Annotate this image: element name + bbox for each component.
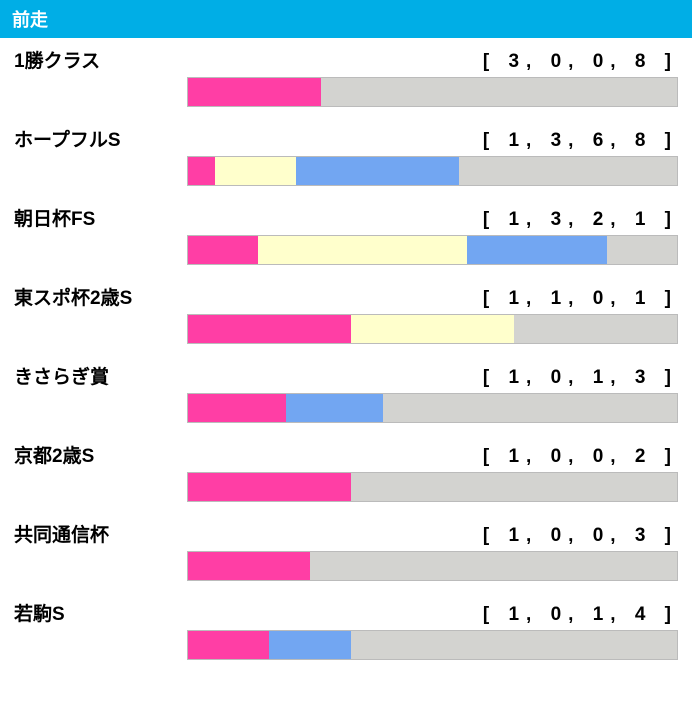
bar-segment bbox=[459, 157, 676, 185]
bar-wrap bbox=[0, 77, 692, 113]
row-header: 1勝クラス [ 3, 0, 0, 8 ] bbox=[0, 38, 692, 77]
section-header: 前走 bbox=[0, 0, 692, 38]
bar-segment bbox=[514, 315, 677, 343]
row-values: [ 1, 0, 0, 2 ] bbox=[483, 446, 678, 468]
data-row: 1勝クラス [ 3, 0, 0, 8 ] bbox=[0, 38, 692, 113]
bar-wrap bbox=[0, 551, 692, 587]
bar-segment bbox=[258, 236, 468, 264]
bar-segment bbox=[269, 631, 351, 659]
row-values: [ 1, 0, 1, 4 ] bbox=[483, 604, 678, 626]
stacked-bar bbox=[187, 156, 678, 186]
section-title: 前走 bbox=[12, 10, 48, 30]
bar-segment bbox=[286, 394, 384, 422]
bar-segment bbox=[188, 157, 215, 185]
bar-segment bbox=[188, 631, 270, 659]
bar-segment bbox=[351, 631, 677, 659]
row-label: 1勝クラス bbox=[14, 46, 100, 73]
data-row: 朝日杯FS [ 1, 3, 2, 1 ] bbox=[0, 196, 692, 271]
bar-segment bbox=[188, 315, 351, 343]
data-row: 東スポ杯2歳S [ 1, 1, 0, 1 ] bbox=[0, 275, 692, 350]
bar-segment bbox=[467, 236, 607, 264]
row-header: きさらぎ賞 [ 1, 0, 1, 3 ] bbox=[0, 354, 692, 393]
bar-wrap bbox=[0, 235, 692, 271]
row-header: 京都2歳S [ 1, 0, 0, 2 ] bbox=[0, 433, 692, 472]
row-header: 東スポ杯2歳S [ 1, 1, 0, 1 ] bbox=[0, 275, 692, 314]
stacked-bar bbox=[187, 314, 678, 344]
row-label: 朝日杯FS bbox=[14, 204, 95, 231]
row-label: 若駒S bbox=[14, 599, 65, 626]
row-header: 共同通信杯 [ 1, 0, 0, 3 ] bbox=[0, 512, 692, 551]
rows-container: 1勝クラス [ 3, 0, 0, 8 ] ホープフルS [ 1, 3, 6, 8 ] 朝… bbox=[0, 38, 692, 666]
stacked-bar bbox=[187, 235, 678, 265]
row-label: 共同通信杯 bbox=[14, 520, 109, 547]
bar-segment bbox=[321, 78, 677, 106]
stacked-bar bbox=[187, 77, 678, 107]
row-label: ホープフルS bbox=[14, 125, 121, 152]
bar-wrap bbox=[0, 472, 692, 508]
row-header: 朝日杯FS [ 1, 3, 2, 1 ] bbox=[0, 196, 692, 235]
bar-segment bbox=[383, 394, 677, 422]
stacked-bar bbox=[187, 472, 678, 502]
bar-wrap bbox=[0, 156, 692, 192]
row-header: ホープフルS [ 1, 3, 6, 8 ] bbox=[0, 117, 692, 156]
bar-segment bbox=[215, 157, 297, 185]
row-values: [ 1, 0, 0, 3 ] bbox=[483, 525, 678, 547]
row-values: [ 3, 0, 0, 8 ] bbox=[483, 51, 678, 73]
bar-segment bbox=[310, 552, 677, 580]
row-label: 東スポ杯2歳S bbox=[14, 283, 132, 310]
row-values: [ 1, 3, 2, 1 ] bbox=[483, 209, 678, 231]
data-row: 京都2歳S [ 1, 0, 0, 2 ] bbox=[0, 433, 692, 508]
stacked-bar bbox=[187, 551, 678, 581]
bar-segment bbox=[296, 157, 459, 185]
stacked-bar bbox=[187, 630, 678, 660]
bar-segment bbox=[188, 552, 310, 580]
bar-segment bbox=[607, 236, 677, 264]
row-label: 京都2歳S bbox=[14, 441, 94, 468]
bar-wrap bbox=[0, 630, 692, 666]
bar-segment bbox=[351, 315, 514, 343]
data-row: 若駒S [ 1, 0, 1, 4 ] bbox=[0, 591, 692, 666]
bar-segment bbox=[351, 473, 677, 501]
row-header: 若駒S [ 1, 0, 1, 4 ] bbox=[0, 591, 692, 630]
data-row: ホープフルS [ 1, 3, 6, 8 ] bbox=[0, 117, 692, 192]
row-values: [ 1, 3, 6, 8 ] bbox=[483, 130, 678, 152]
bar-segment bbox=[188, 78, 321, 106]
bar-segment bbox=[188, 236, 258, 264]
row-values: [ 1, 0, 1, 3 ] bbox=[483, 367, 678, 389]
bar-wrap bbox=[0, 393, 692, 429]
bar-wrap bbox=[0, 314, 692, 350]
row-label: きさらぎ賞 bbox=[14, 362, 109, 389]
bar-segment bbox=[188, 394, 286, 422]
bar-segment bbox=[188, 473, 351, 501]
stacked-bar bbox=[187, 393, 678, 423]
data-row: 共同通信杯 [ 1, 0, 0, 3 ] bbox=[0, 512, 692, 587]
data-row: きさらぎ賞 [ 1, 0, 1, 3 ] bbox=[0, 354, 692, 429]
row-values: [ 1, 1, 0, 1 ] bbox=[483, 288, 678, 310]
